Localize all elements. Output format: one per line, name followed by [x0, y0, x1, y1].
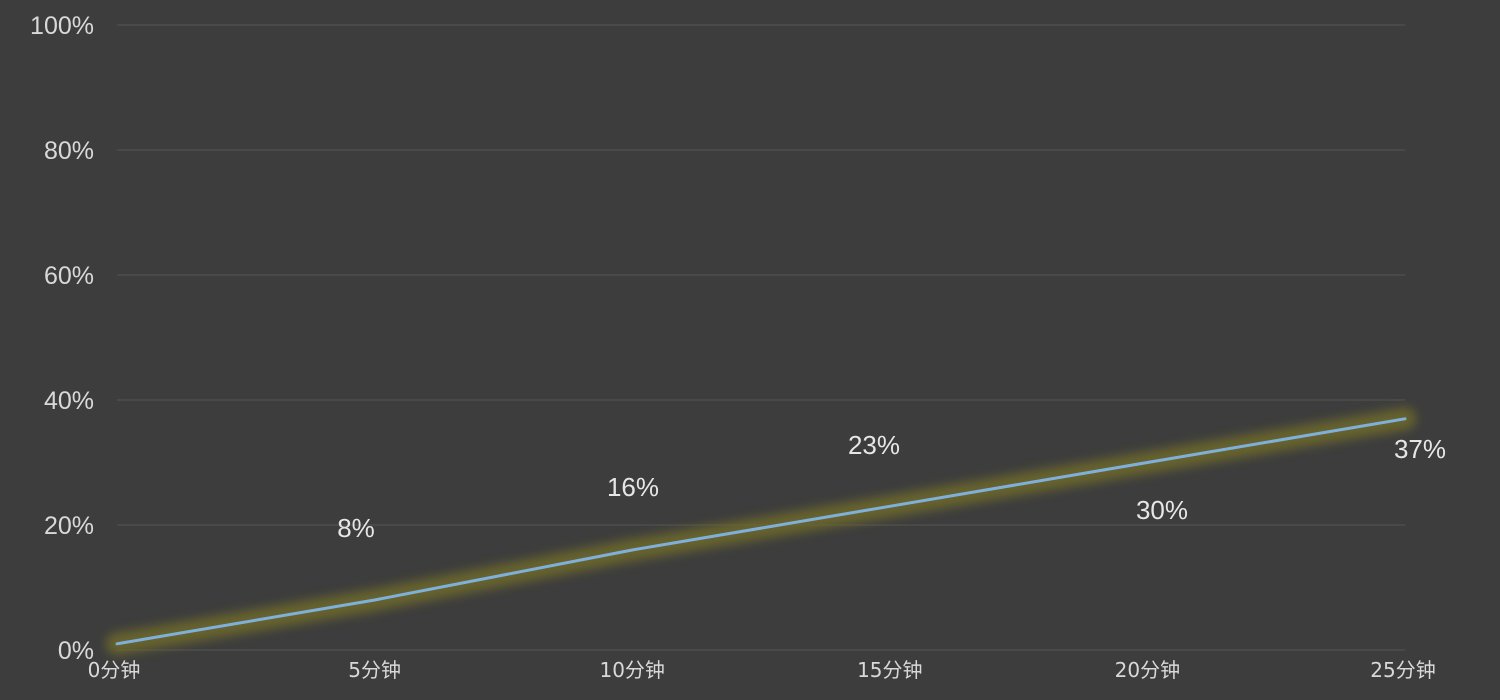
- y-tick-label: 80%: [44, 137, 94, 165]
- y-tick-label: 100%: [30, 12, 94, 40]
- x-tick-label: 10分钟: [599, 658, 664, 682]
- data-labels: 8% 16% 23% 30% 37%: [337, 430, 1446, 543]
- x-axis-ticks: 0分钟 5分钟 10分钟 15分钟 20分钟 25分钟: [88, 658, 1436, 682]
- y-axis-ticks: 0% 20% 40% 60% 80% 100%: [30, 12, 94, 665]
- x-tick-label: 25分钟: [1370, 658, 1435, 682]
- x-tick-label: 20分钟: [1115, 658, 1180, 682]
- data-label: 30%: [1136, 495, 1188, 525]
- series: [106, 407, 1416, 655]
- x-tick-label: 15分钟: [857, 658, 922, 682]
- y-tick-label: 20%: [44, 512, 94, 540]
- x-tick-label: 5分钟: [348, 658, 401, 682]
- y-tick-label: 0%: [58, 637, 94, 665]
- y-tick-label: 60%: [44, 262, 94, 290]
- grid: [117, 24, 1405, 651]
- data-label: 8%: [337, 513, 375, 543]
- x-tick-label: 0分钟: [88, 658, 141, 682]
- y-tick-label: 40%: [44, 387, 94, 415]
- data-label: 37%: [1394, 434, 1446, 464]
- data-label: 23%: [848, 430, 900, 460]
- data-label: 16%: [607, 472, 659, 502]
- series-line: [115, 417, 1407, 646]
